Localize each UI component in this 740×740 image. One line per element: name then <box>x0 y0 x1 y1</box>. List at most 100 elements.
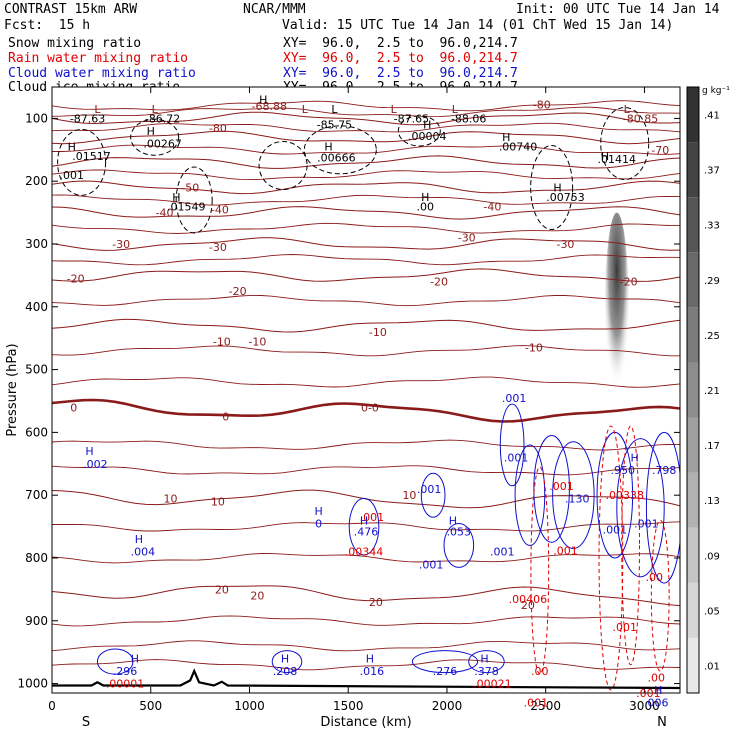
cloud-water-contour <box>616 438 665 578</box>
plot-frame <box>51 86 681 694</box>
x-tick-label: 1000 <box>234 699 265 713</box>
contour-label: -80.85 <box>623 112 658 125</box>
colorbar-label: .01 <box>704 661 720 672</box>
extremum-value: .001 <box>549 480 574 493</box>
contour-label: -30 <box>556 238 574 251</box>
extremum-marker: L <box>452 103 459 116</box>
field-name-rain: Rain water mixing ratio <box>8 51 189 66</box>
contour-label: -87.63 <box>70 112 105 125</box>
contour-label: 0-0 <box>361 401 379 414</box>
extremum-value: .053 <box>447 526 472 539</box>
temperature-contour <box>52 111 680 126</box>
extremum-marker: H <box>502 131 510 144</box>
x-axis-label: Distance (km) <box>320 715 411 730</box>
extremum-value: .00344 <box>345 546 384 559</box>
snow-contour <box>258 140 308 190</box>
colorbar-unit: g kg⁻¹ <box>702 86 730 96</box>
extremum-value: .001 <box>634 517 659 530</box>
extremum-value: .001 <box>553 544 578 557</box>
extremum-marker: H <box>135 533 143 546</box>
extremum-value: .00406 <box>509 593 548 606</box>
extremum-marker: H <box>366 652 374 665</box>
extremum-value: .001 <box>504 452 529 465</box>
colorbar-segment <box>687 417 699 473</box>
colorbar-label: .13 <box>704 496 720 507</box>
extremum-marker: H <box>480 652 488 665</box>
extremum-value: .00 <box>416 200 434 213</box>
contour-label: -88.06 <box>451 112 486 125</box>
extremum-value: .01517 <box>72 150 111 163</box>
colorbar-label: .25 <box>704 331 720 342</box>
cloud-water-contour <box>96 648 134 675</box>
extremum-marker: L <box>331 103 338 116</box>
extremum-value: .001 <box>59 169 84 182</box>
cloud-ice-plume <box>604 212 629 408</box>
temperature-contour-minor <box>52 615 680 627</box>
temperature-contour-minor <box>52 169 680 181</box>
extremum-marker: H <box>68 141 76 154</box>
extremum-value: .001 <box>490 546 515 559</box>
contour-label: -80 <box>533 99 551 112</box>
temperature-contour-minor <box>52 100 680 112</box>
extremum-value: .798 <box>652 464 677 477</box>
contour-label: -86.72 <box>145 112 180 125</box>
colorbar-segment <box>687 637 699 693</box>
colorbar-segment <box>687 197 699 253</box>
field-name-snow: Snow mixing ratio <box>8 36 142 51</box>
extremum-marker: H <box>360 514 368 527</box>
extremum-value: .00004 <box>408 130 447 143</box>
contour-label: 20 <box>521 599 535 612</box>
extremum-marker: H <box>449 514 457 527</box>
y-tick-label: 500 <box>25 363 48 377</box>
contour-label: 20 <box>250 590 264 603</box>
x-tick-label: 2500 <box>530 699 561 713</box>
north-label: N <box>657 715 667 730</box>
contour-label: -85.75 <box>317 119 352 132</box>
y-tick-label: 1000 <box>17 677 48 691</box>
contour-label: -30 <box>112 238 130 251</box>
x-tick-label: 500 <box>139 699 162 713</box>
extremum-value: .00 <box>531 665 549 678</box>
extremum-marker: L <box>624 103 631 116</box>
extremum-value: .276 <box>433 665 458 678</box>
temperature-contour-minor <box>52 465 680 476</box>
rain-water-contour <box>621 425 641 666</box>
temperature-contour-minor <box>52 439 680 451</box>
contour-label: 0 <box>70 401 77 414</box>
contour-label: 20 <box>369 596 383 609</box>
colorbar-label: .37 <box>704 166 720 177</box>
temperature-contour <box>52 155 680 169</box>
cloud-water-contour <box>514 444 546 546</box>
extremum-value: .002 <box>83 458 108 471</box>
temperature-contour <box>52 206 680 220</box>
x-tick-label: 1500 <box>333 699 364 713</box>
extremum-value: .004 <box>131 546 156 559</box>
contour-label: -30 <box>458 232 476 245</box>
colorbar-label: .09 <box>704 551 720 562</box>
colorbar-label: .41 <box>704 111 720 122</box>
snow-contour <box>303 125 377 175</box>
temperature-contour-minor <box>52 254 680 266</box>
contour-label: 20 <box>215 583 229 596</box>
extremum-marker: L <box>94 103 101 116</box>
extremum-marker: H <box>281 652 289 665</box>
rain-water-contour <box>598 425 624 691</box>
snow-contour <box>530 144 574 230</box>
extremum-value: .378 <box>474 665 499 678</box>
temperature-contour-minor <box>52 294 680 307</box>
header-source: NCAR/MMM <box>243 2 306 17</box>
extremum-value: .296 <box>113 665 138 678</box>
contour-label: -80 <box>209 122 227 135</box>
terrain-line <box>52 668 680 690</box>
cloud-water-contour <box>552 441 595 550</box>
extremum-marker: H <box>423 119 431 132</box>
cloud-water-contour <box>443 522 475 568</box>
y-tick-label: 900 <box>25 614 48 628</box>
field-xy-snow: XY= 96.0, 2.5 to 96.0,214.7 <box>283 36 518 51</box>
extremum-value: .001 <box>502 392 527 405</box>
contour-label: -70 <box>651 144 669 157</box>
extremum-marker: H <box>601 150 609 163</box>
extremum-value: .00338 <box>605 489 644 502</box>
colorbar-label: .21 <box>704 386 720 397</box>
contour-label: -10 <box>369 326 387 339</box>
